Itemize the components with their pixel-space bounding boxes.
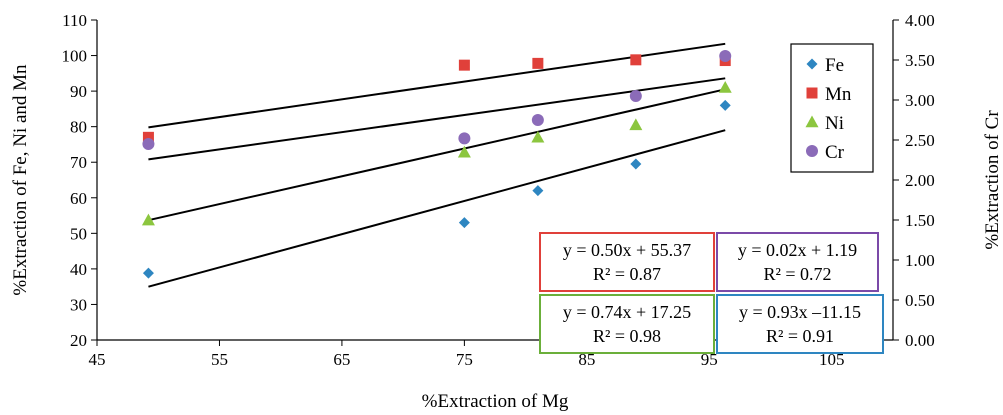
- r-squared-text: R² = 0.87: [593, 264, 661, 284]
- equation-box-mn: y = 0.50x + 55.37 R² = 0.87: [539, 232, 715, 292]
- data-point-mn: [630, 54, 642, 66]
- equation-text: y = 0.50x + 55.37: [563, 240, 691, 260]
- y-tick-label: 70: [70, 153, 87, 172]
- r-squared-text: R² = 0.91: [766, 326, 834, 346]
- legend-label-ni: Ni: [825, 113, 844, 134]
- y2-tick-label: 1.00: [905, 251, 935, 270]
- data-point-fe: [532, 185, 544, 197]
- y2-tick-label: 0.00: [905, 331, 935, 350]
- legend-label-mn: Mn: [825, 84, 852, 105]
- equation-box-cr: y = 0.02x + 1.19 R² = 0.72: [716, 232, 879, 292]
- equation-frame: [716, 294, 884, 354]
- y-tick-label: 90: [70, 82, 87, 101]
- series-mn: [142, 54, 731, 143]
- data-point-cr: [458, 132, 471, 145]
- data-point-mn: [532, 57, 544, 69]
- legend-marker-cr: [806, 145, 818, 157]
- y2-tick-label: 3.00: [905, 91, 935, 110]
- trendline-fe: [148, 129, 726, 288]
- trendline-mn: [148, 42, 726, 129]
- r-squared-text: R² = 0.98: [593, 326, 661, 346]
- data-point-fe: [719, 99, 731, 111]
- y-tick-label: 80: [70, 118, 87, 137]
- x-axis-title: %Extraction of Mg: [422, 391, 569, 412]
- legend-marker-ni: [805, 115, 819, 128]
- y-tick-label: 110: [62, 11, 87, 30]
- y-tick-label: 30: [70, 295, 87, 314]
- y2-tick-label: 2.50: [905, 131, 935, 150]
- data-point-mn: [142, 131, 154, 143]
- x-tick-label: 65: [333, 350, 350, 369]
- legend-label-fe: Fe: [825, 55, 844, 76]
- trendline-cr: [148, 77, 726, 161]
- equation-text: y = 0.02x + 1.19: [738, 240, 857, 260]
- data-point-mn: [458, 59, 470, 71]
- equation-box-fe: y = 0.93x –11.15 R² = 0.91: [716, 294, 884, 354]
- legend-label-cr: Cr: [825, 142, 845, 163]
- equation-text: y = 0.74x + 17.25: [563, 302, 691, 322]
- x-tick-label: 55: [211, 350, 228, 369]
- series-cr: [142, 50, 732, 150]
- data-point-fe: [630, 158, 642, 170]
- y-tick-label: 60: [70, 189, 87, 208]
- trendline-ni: [148, 88, 726, 222]
- x-tick-label: 105: [819, 350, 845, 369]
- y-tick-label: 100: [62, 47, 88, 66]
- x-tick-label: 45: [89, 350, 106, 369]
- data-point-ni: [457, 145, 471, 158]
- data-point-cr: [719, 50, 732, 62]
- y2-tick-label: 3.50: [905, 51, 935, 70]
- y2-tick-label: 0.50: [905, 291, 935, 310]
- data-point-ni: [531, 130, 545, 143]
- legend-marker-mn: [806, 87, 818, 99]
- data-point-ni: [629, 118, 643, 131]
- legend-box: [790, 43, 874, 173]
- y-tick-label: 40: [70, 260, 87, 279]
- equation-frame: [539, 232, 715, 292]
- legend: Fe Mn Ni Cr: [790, 43, 874, 173]
- data-point-cr: [531, 114, 544, 126]
- equation-frame: [539, 294, 715, 354]
- y-tick-label: 20: [70, 331, 87, 350]
- equation-frame: [716, 232, 879, 292]
- x-tick-label: 75: [456, 350, 473, 369]
- series-ni: [141, 81, 732, 226]
- y2-tick-label: 4.00: [905, 11, 935, 30]
- data-point-cr: [142, 138, 155, 150]
- y-tick-label: 50: [70, 224, 87, 243]
- data-point-ni: [141, 213, 155, 226]
- data-point-fe: [142, 267, 154, 279]
- data-point-ni: [718, 81, 732, 93]
- x-tick-label: 85: [578, 350, 595, 369]
- y2-tick-label: 1.50: [905, 211, 935, 230]
- equation-text: y = 0.93x –11.15: [739, 302, 861, 322]
- y2-axis-title: %Extraction of Cr: [982, 110, 1003, 250]
- y-axis-title: %Extraction of Fe, Ni and Mn: [10, 64, 31, 296]
- equation-box-ni: y = 0.74x + 17.25 R² = 0.98: [539, 294, 715, 354]
- y2-tick-label: 2.00: [905, 171, 935, 190]
- legend-marker-fe: [806, 58, 818, 70]
- r-squared-text: R² = 0.72: [763, 264, 831, 284]
- data-point-fe: [458, 217, 470, 229]
- series-fe: [142, 99, 731, 279]
- data-point-cr: [629, 90, 642, 102]
- x-tick-label: 95: [701, 350, 718, 369]
